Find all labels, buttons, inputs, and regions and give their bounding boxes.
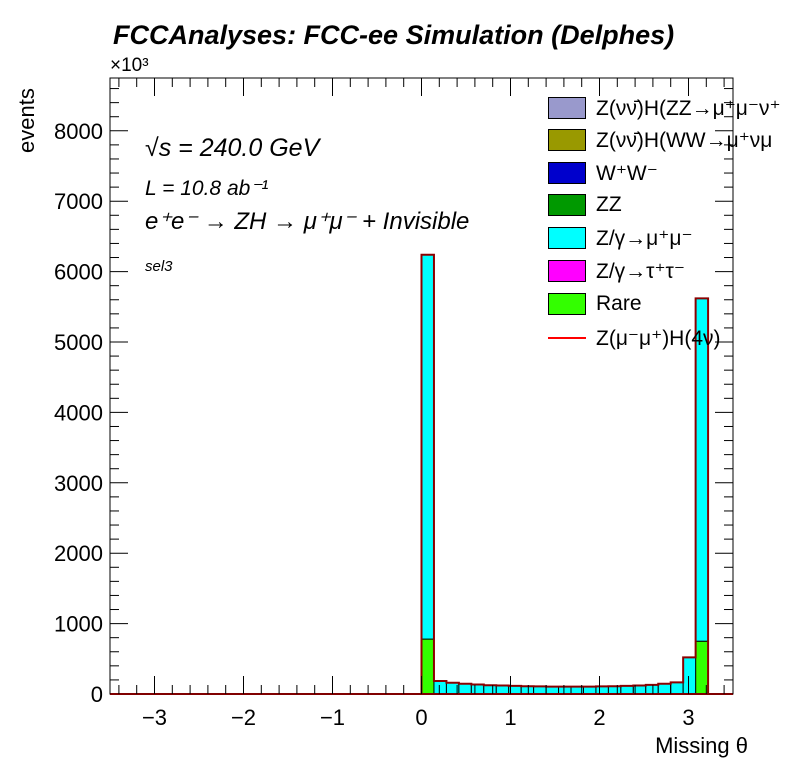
y-tick-label: 4000 <box>54 400 103 425</box>
legend-entry: W⁺W⁻ <box>548 160 658 186</box>
y-tick-label: 8000 <box>54 119 103 144</box>
legend-label: Z(νν̄)H(WW→μ⁺νμ <box>596 128 773 152</box>
legend-label: W⁺W⁻ <box>596 161 658 185</box>
legend-swatch <box>548 129 586 151</box>
x-tick-label: −2 <box>231 705 256 730</box>
legend-swatch <box>548 227 586 249</box>
legend-label: Z(μ⁻μ⁺)H(4ν) <box>596 326 721 350</box>
legend-label: Z/γ→μ⁺μ⁻ <box>596 226 693 250</box>
bar <box>421 638 435 695</box>
y-tick-label: 1000 <box>54 612 103 637</box>
y-tick-label: 6000 <box>54 260 103 285</box>
y-tick-label: 0 <box>91 682 103 707</box>
chart-title: FCCAnalyses: FCC-ee Simulation (Delphes) <box>113 20 675 50</box>
x-tick-label: 1 <box>504 705 516 730</box>
y-exponent-label: ×10³ <box>110 55 149 76</box>
bar <box>607 685 622 695</box>
y-tick-label: 7000 <box>54 189 103 214</box>
bar <box>582 686 597 695</box>
legend-entry: ZZ <box>548 192 622 218</box>
bar <box>483 684 497 695</box>
bar <box>545 686 560 695</box>
bar <box>682 656 697 695</box>
x-tick-label: −1 <box>320 705 345 730</box>
x-tick-label: 3 <box>682 705 694 730</box>
selection-annotation: sel3 <box>145 258 173 275</box>
x-tick-label: −3 <box>142 705 167 730</box>
legend-swatch <box>548 337 586 339</box>
legend-swatch <box>548 260 586 282</box>
bar <box>558 686 572 695</box>
legend-entry: Z/γ→τ⁺τ⁻ <box>548 258 685 284</box>
bar <box>433 680 447 695</box>
stack-outline <box>110 253 733 695</box>
y-tick-label: 5000 <box>54 330 103 355</box>
energy-annotation: √s = 240.0 GeV <box>145 134 320 162</box>
legend-entry: Rare <box>548 291 642 317</box>
x-axis-label: Missing θ <box>655 733 748 758</box>
bar <box>670 681 684 695</box>
y-tick-label: 3000 <box>54 471 103 496</box>
y-axis-label: events <box>14 88 39 153</box>
legend-label: Z/γ→τ⁺τ⁻ <box>596 259 685 283</box>
process-annotation: e⁺e⁻ → ZH → μ⁺μ⁻ + Invisible <box>145 208 470 235</box>
bar <box>470 683 485 695</box>
bar <box>620 685 634 695</box>
legend-swatch <box>548 97 586 119</box>
bar <box>421 254 435 640</box>
legend-swatch <box>548 162 586 184</box>
legend-label: ZZ <box>596 193 622 216</box>
bar <box>645 684 659 695</box>
bar <box>533 685 547 695</box>
y-tick-label: 2000 <box>54 541 103 566</box>
bar <box>520 685 535 695</box>
x-tick-label: 2 <box>593 705 605 730</box>
bar <box>657 683 672 695</box>
legend-label: Z(νν̄)H(ZZ→μ⁺μ⁻ν⁺ <box>596 96 781 120</box>
legend-entry: Z(μ⁻μ⁺)H(4ν) <box>548 325 721 351</box>
legend-label: Rare <box>596 292 642 315</box>
lumi-annotation: L = 10.8 ab⁻¹ <box>145 177 269 200</box>
legend-entry: Z(νν̄)H(ZZ→μ⁺μ⁻ν⁺ <box>548 95 781 121</box>
legend-entry: Z/γ→μ⁺μ⁻ <box>548 225 693 251</box>
legend-swatch <box>548 293 586 315</box>
x-tick-label: 0 <box>415 705 427 730</box>
bar <box>595 685 609 695</box>
legend-swatch <box>548 194 586 216</box>
bar <box>458 683 472 695</box>
legend-entry: Z(νν̄)H(WW→μ⁺νμ <box>548 127 772 153</box>
bar <box>495 685 510 695</box>
